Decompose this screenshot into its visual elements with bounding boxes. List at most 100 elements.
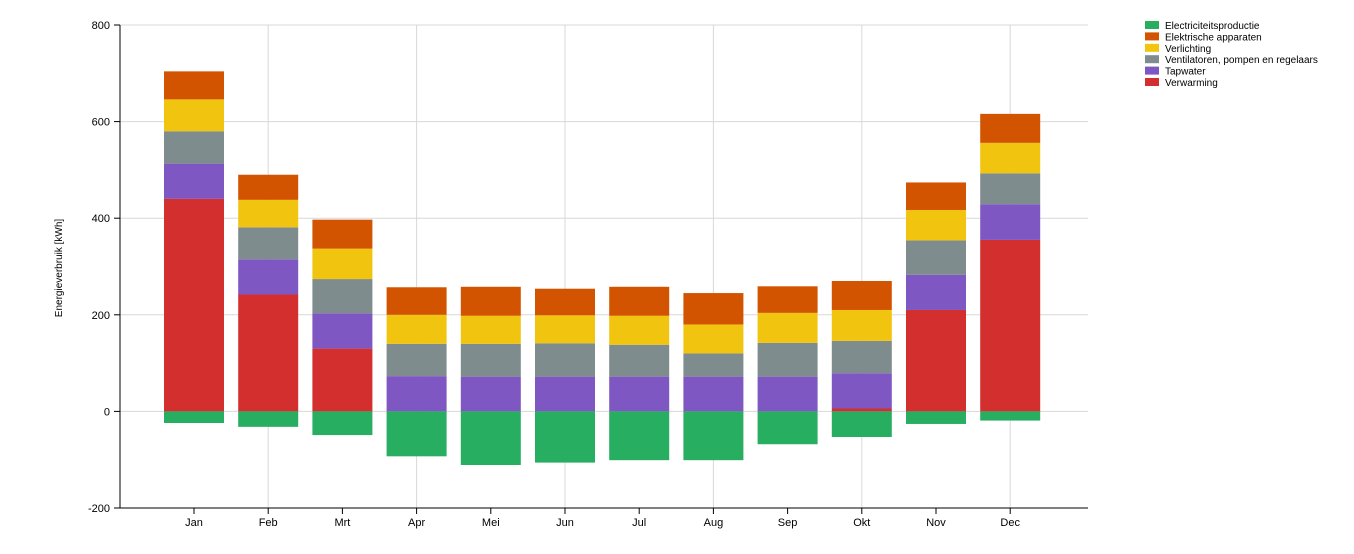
bar-segment xyxy=(757,411,818,445)
bar-segment xyxy=(312,279,373,314)
bar-segment xyxy=(757,376,818,412)
legend-label: Elektrische apparaten xyxy=(1165,32,1262,43)
y-tick-label: -200 xyxy=(88,503,110,515)
bar-segment xyxy=(831,280,892,310)
x-tick-label: Feb xyxy=(259,517,278,529)
y-axis-label: Energieverbruik [kWh] xyxy=(54,219,65,318)
bar-segment xyxy=(609,315,670,345)
bar-segment xyxy=(238,294,299,412)
bar-segment xyxy=(535,411,595,463)
x-tick-label: Nov xyxy=(926,517,946,529)
x-tick-label: Apr xyxy=(408,517,425,529)
bar-segment xyxy=(238,411,299,427)
bar-segment xyxy=(164,198,224,412)
y-tick-label: 800 xyxy=(92,20,110,32)
bar-segment xyxy=(238,227,299,260)
legend-label: Ventilatoren, pompen en regelaars xyxy=(1165,55,1318,66)
legend-swatch xyxy=(1145,78,1159,86)
bar-segment xyxy=(460,343,521,377)
x-tick-label: Okt xyxy=(853,517,870,529)
bar-segment xyxy=(906,309,966,412)
x-tick-label: Dec xyxy=(1000,517,1020,529)
legend-label: Verwarming xyxy=(1165,78,1218,89)
bar-segment xyxy=(386,376,447,412)
bar-segment xyxy=(164,71,224,100)
bar-segment xyxy=(831,408,892,412)
bar-segment xyxy=(980,113,1041,143)
bar-segment xyxy=(683,353,744,377)
bar-segment xyxy=(460,286,521,316)
bar-segment xyxy=(164,131,224,164)
bar-segment xyxy=(683,324,744,354)
bar-segment xyxy=(609,376,670,412)
bar-segment xyxy=(683,293,744,325)
bar-segment xyxy=(831,411,892,437)
bar-segment xyxy=(460,315,521,344)
bar-segment xyxy=(312,348,373,412)
bar-segment xyxy=(831,309,892,341)
legend-swatch xyxy=(1145,21,1159,29)
y-tick-label: 600 xyxy=(92,117,110,129)
bar-segment xyxy=(460,376,521,412)
bar-segment xyxy=(386,411,447,457)
bar-segment xyxy=(906,182,966,210)
bar-segment xyxy=(831,373,892,409)
bar-segment xyxy=(386,314,447,344)
bar-segment xyxy=(757,342,818,377)
bar-segment xyxy=(906,209,966,241)
bar-segment xyxy=(980,173,1041,205)
legend-swatch xyxy=(1145,32,1159,41)
x-tick-label: Sep xyxy=(778,517,798,529)
bar-segment xyxy=(980,142,1041,174)
legend-swatch xyxy=(1145,43,1159,52)
bar-segment xyxy=(906,411,966,424)
axes-layer: -200 0 200 400 600 800 Jan Feb Mrt Apr Mei Jun Jul Au… xyxy=(88,20,1088,529)
legend-label: Electriciteitsproductie xyxy=(1165,21,1260,32)
bar-segment xyxy=(312,248,373,280)
bar-segment xyxy=(238,259,299,295)
legend-label: Verlichting xyxy=(1165,44,1211,55)
bar-segment xyxy=(535,343,595,377)
bar-segment xyxy=(535,376,595,412)
bar-segment xyxy=(980,239,1041,412)
x-tick-label: Jul xyxy=(632,517,646,529)
bar-segment xyxy=(312,313,373,349)
bar-segment xyxy=(757,312,818,343)
x-tick-label: Mrt xyxy=(334,517,350,529)
bar-segment xyxy=(535,315,595,344)
bar-segment xyxy=(683,411,744,461)
y-tick-label: 200 xyxy=(92,310,110,322)
bars-layer xyxy=(164,71,1041,466)
bar-segment xyxy=(683,376,744,412)
x-tick-label: Jun xyxy=(556,517,574,529)
bar-segment xyxy=(906,274,966,310)
bar-segment xyxy=(609,286,670,316)
bar-segment xyxy=(386,287,447,315)
bar-segment xyxy=(164,99,224,132)
bar-segment xyxy=(609,411,670,461)
bar-segment xyxy=(238,174,299,200)
bar-segment xyxy=(312,411,373,436)
legend-swatch xyxy=(1145,55,1159,64)
x-tick-label: Mei xyxy=(482,517,500,529)
bar-segment xyxy=(980,411,1041,421)
bar-segment xyxy=(831,340,892,374)
bar-segment xyxy=(460,411,521,466)
legend-swatch xyxy=(1145,66,1159,75)
bar-segment xyxy=(164,163,224,199)
bar-segment xyxy=(535,288,595,316)
y-tick-label: 400 xyxy=(92,213,110,225)
bar-segment xyxy=(757,286,818,313)
bar-segment xyxy=(980,204,1041,240)
bar-segment xyxy=(164,411,224,423)
bar-segment xyxy=(312,219,373,249)
y-tick-label: 0 xyxy=(104,406,110,418)
x-tick-label: Jan xyxy=(185,517,203,529)
legend-label: Tapwater xyxy=(1165,67,1206,78)
bar-segment xyxy=(386,343,447,377)
bar-segment xyxy=(238,199,299,228)
bar-segment xyxy=(609,344,670,377)
bar-segment xyxy=(906,240,966,275)
